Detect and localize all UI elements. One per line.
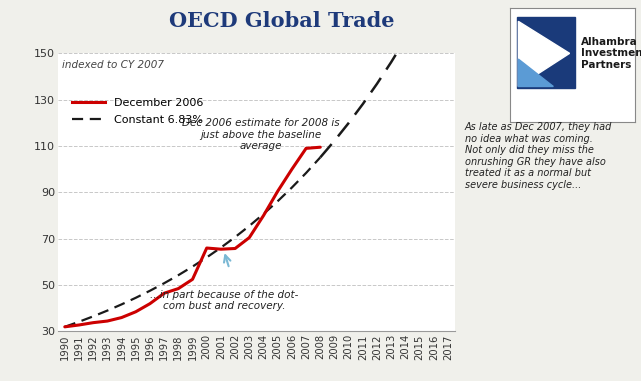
Text: indexed to CY 2007: indexed to CY 2007 [62,60,163,70]
Text: ...in part because of the dot-
com bust and recovery.: ...in part because of the dot- com bust … [149,290,298,311]
Polygon shape [519,59,553,86]
Text: Dec 2006 estimate for 2008 is
just above the baseline
average: Dec 2006 estimate for 2008 is just above… [182,118,340,151]
Text: As late as Dec 2007, they had
no idea what was coming.
Not only did they miss th: As late as Dec 2007, they had no idea wh… [465,122,612,190]
Polygon shape [519,21,570,86]
Legend: December 2006, Constant 6.83%: December 2006, Constant 6.83% [67,94,208,129]
Text: OECD Global Trade: OECD Global Trade [169,11,395,31]
Polygon shape [517,17,574,88]
Text: Alhambra
Investment
Partners: Alhambra Investment Partners [581,37,641,70]
